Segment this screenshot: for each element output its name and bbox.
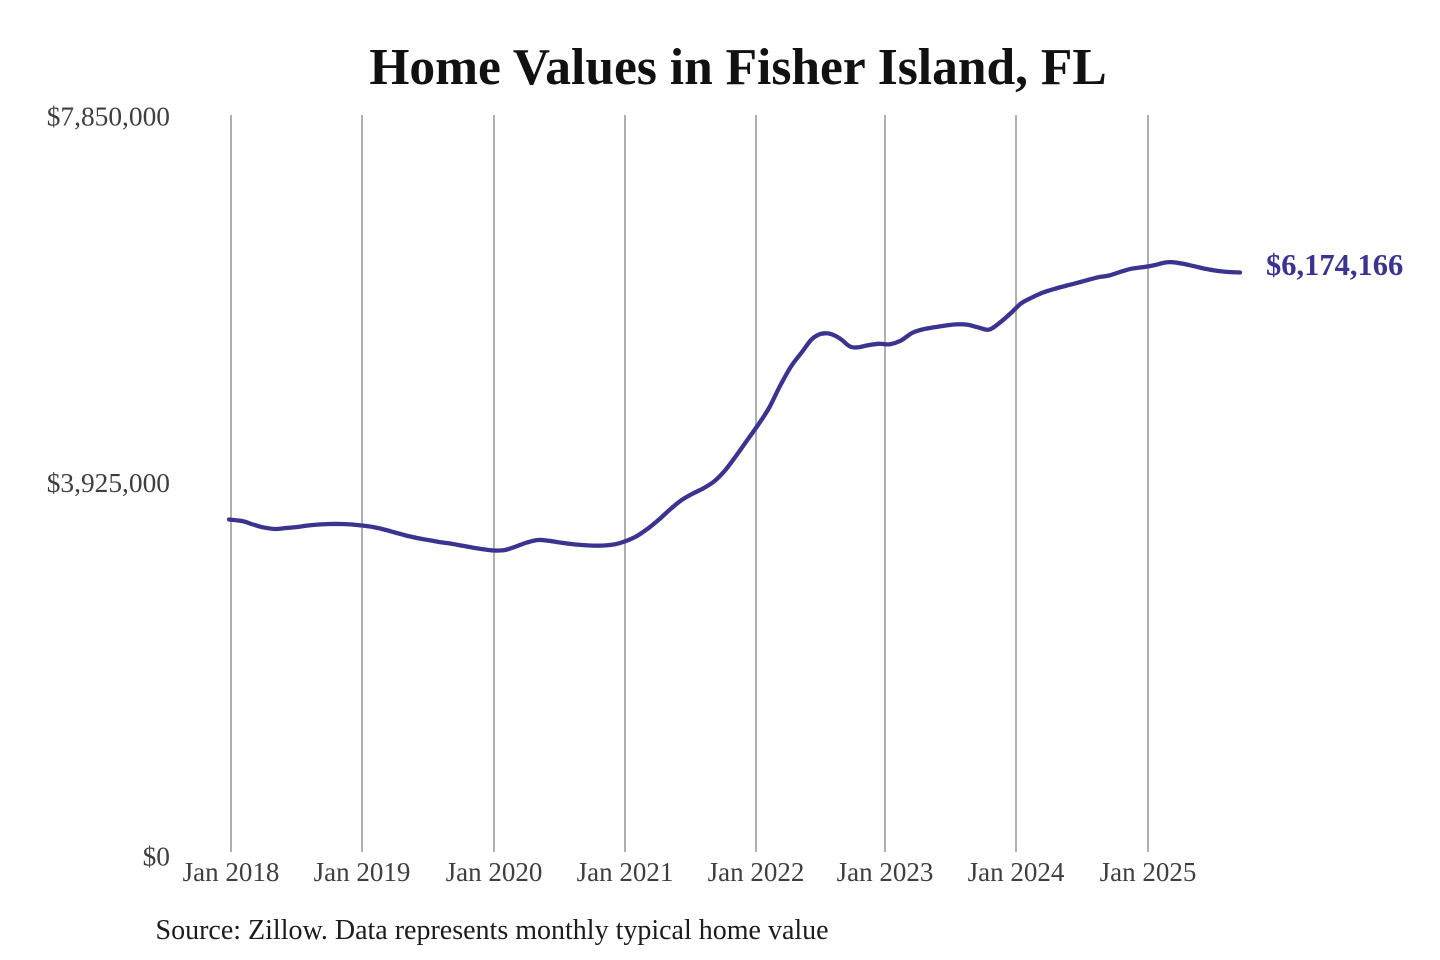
svg-text:$0: $0: [143, 842, 170, 872]
svg-text:$3,925,000: $3,925,000: [47, 468, 170, 498]
svg-text:Home Values in Fisher Island,: Home Values in Fisher Island, FL: [369, 39, 1106, 96]
svg-text:Jan 2021: Jan 2021: [577, 857, 674, 887]
svg-text:Jan 2019: Jan 2019: [314, 857, 411, 887]
svg-text:$6,174,166: $6,174,166: [1266, 248, 1403, 282]
svg-text:$7,850,000: $7,850,000: [47, 101, 170, 131]
svg-text:Jan 2024: Jan 2024: [968, 857, 1065, 887]
svg-text:Jan 2020: Jan 2020: [446, 857, 543, 887]
svg-text:Jan 2025: Jan 2025: [1100, 857, 1197, 887]
svg-text:Source: Zillow. Data represent: Source: Zillow. Data represents monthly …: [156, 915, 829, 946]
svg-text:Jan 2023: Jan 2023: [837, 857, 934, 887]
svg-text:Jan 2018: Jan 2018: [183, 857, 280, 887]
svg-text:Jan 2022: Jan 2022: [708, 857, 805, 887]
